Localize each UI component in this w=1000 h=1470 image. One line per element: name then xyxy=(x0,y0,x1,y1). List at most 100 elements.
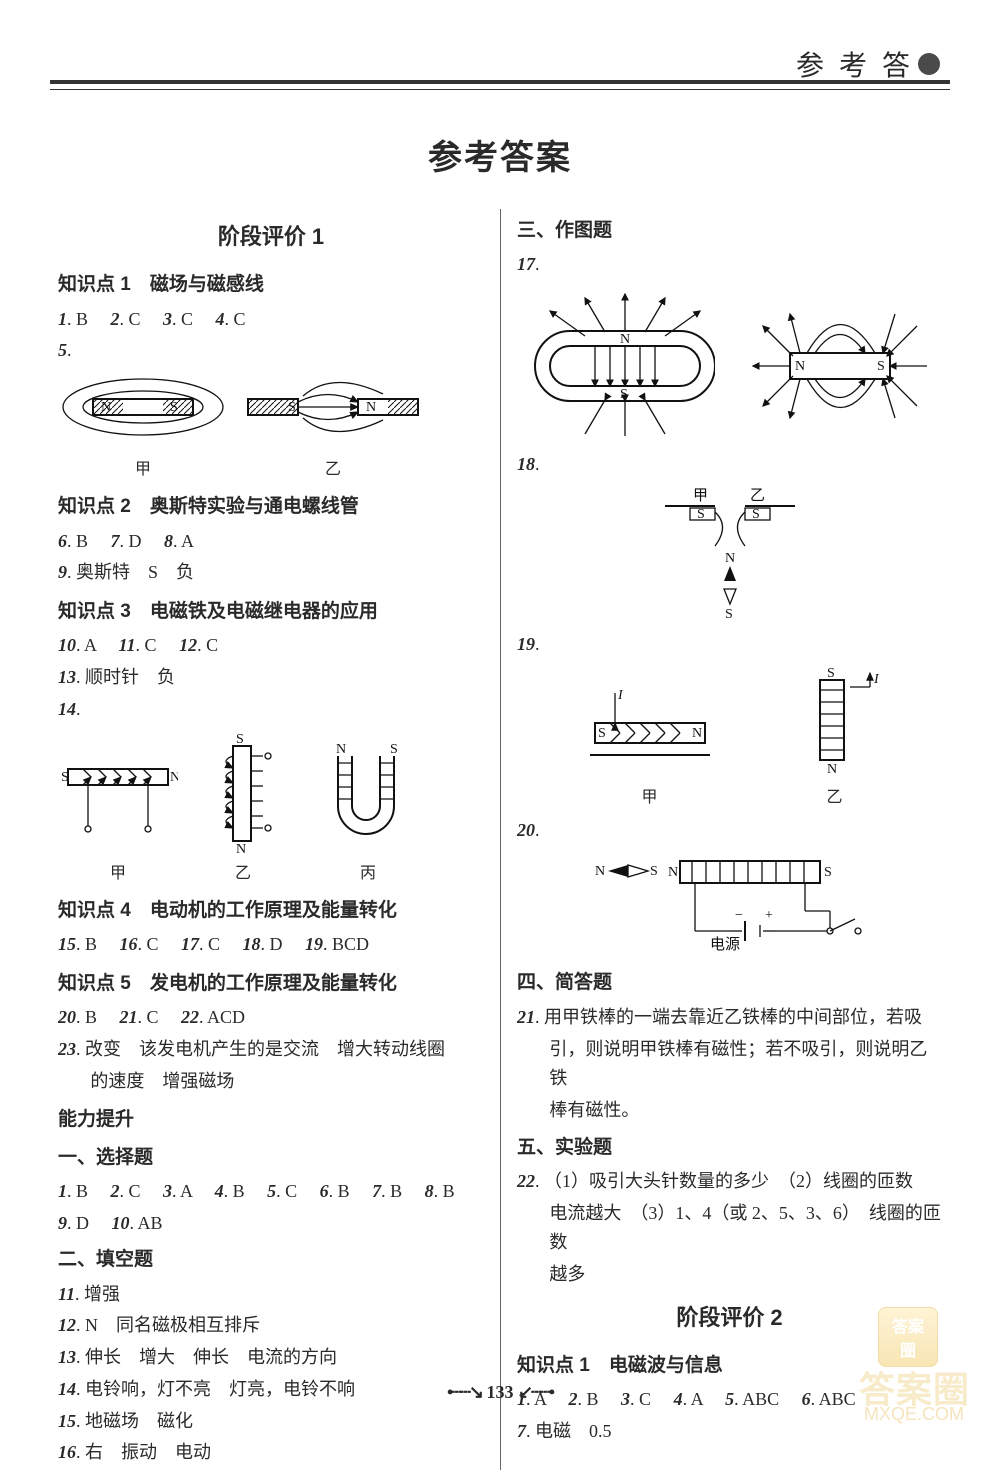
kp1-title: 知识点 1 磁场与磁感线 xyxy=(58,269,484,300)
top-rule xyxy=(50,80,950,84)
content-columns: 阶段评价 1 知识点 1 磁场与磁感线 1. B 2. C 3. C 4. C … xyxy=(50,209,950,1470)
svg-text:S: S xyxy=(752,507,760,522)
fig17-right: N S xyxy=(745,286,935,446)
svg-text:S: S xyxy=(598,726,606,741)
q9: 9. 奥斯特 S 负 xyxy=(58,558,484,588)
figure-14: S N xyxy=(58,731,484,887)
svg-text:乙: 乙 xyxy=(750,488,765,504)
fig18-svg: S S 甲 乙 N S xyxy=(635,486,825,626)
q21a: 21. 用甲铁棒的一端去靠近乙铁棒的中间部位，若吸 xyxy=(517,1003,942,1033)
kp3-title: 知识点 3 电磁铁及电磁继电器的应用 xyxy=(58,596,484,627)
fig14-c: N S 丙 xyxy=(308,741,428,887)
q21c: 棒有磁性。 xyxy=(517,1096,942,1126)
q19-num: 19. xyxy=(517,630,942,660)
svg-text:S: S xyxy=(697,507,705,522)
svg-text:S: S xyxy=(824,865,832,880)
svg-text:N: N xyxy=(101,400,111,415)
q14-num: 14. xyxy=(58,695,484,725)
kp5-title: 知识点 5 发电机的工作原理及能量转化 xyxy=(58,968,484,999)
sec3-title: 三、作图题 xyxy=(517,215,942,246)
svg-text:N: N xyxy=(170,770,178,785)
sec1-answers-2: 9. D 10. AB xyxy=(58,1209,484,1239)
svg-text:I: I xyxy=(873,672,880,687)
page-number: •┄┄↘ 133 ↙┄┄• xyxy=(0,1382,1000,1403)
svg-text:N: N xyxy=(692,726,702,741)
figure-17: N S xyxy=(517,286,942,446)
svg-text:N: N xyxy=(668,865,678,880)
svg-text:S: S xyxy=(877,359,885,374)
q12: 12. N 同名磁极相互排斥 xyxy=(58,1311,484,1341)
fig5-right: S N 乙 xyxy=(238,372,428,483)
sec2-title: 二、填空题 xyxy=(58,1244,484,1275)
watermark-logo-icon: 答案圈 xyxy=(878,1307,938,1367)
header-label: 参 考 答 xyxy=(796,44,940,84)
svg-text:N: N xyxy=(795,359,805,374)
svg-text:I: I xyxy=(617,688,624,703)
sec1-answers: 1. B 2. C 3. A 4. B 5. C 6. B 7. B 8. B xyxy=(58,1177,484,1207)
fig19-a: S N I 甲 xyxy=(570,685,730,811)
header-dot-icon xyxy=(918,53,940,75)
svg-text:甲: 甲 xyxy=(693,488,708,504)
svg-text:−: − xyxy=(735,908,743,923)
svg-text:S: S xyxy=(725,607,733,622)
figure-20: N S N S xyxy=(517,851,942,961)
svg-text:电源: 电源 xyxy=(710,936,740,953)
kp2-title: 知识点 2 奥斯特实验与通电螺线管 xyxy=(58,491,484,522)
q13b: 13. 伸长 增大 伸长 电流的方向 xyxy=(58,1343,484,1373)
q15: 15. 地磁场 磁化 xyxy=(58,1407,484,1437)
q23b: 的速度 增强磁场 xyxy=(58,1067,484,1097)
fig5-left: N S 甲 xyxy=(58,372,228,483)
fig17-left: N S xyxy=(525,286,715,446)
kp4-title: 知识点 4 电动机的工作原理及能量转化 xyxy=(58,895,484,926)
kp5-answers: 20. B 21. C 22. ACD xyxy=(58,1003,484,1033)
q16: 16. 右 振动 电动 xyxy=(58,1438,484,1468)
fig5-cap-l: 甲 xyxy=(58,457,228,483)
svg-text:N: N xyxy=(336,742,346,757)
fig20-svg: N S N S xyxy=(580,851,880,961)
svg-text:N: N xyxy=(827,762,837,777)
ability-title: 能力提升 xyxy=(58,1104,484,1135)
q23a: 23. 改变 该发电机产生的是交流 增大转动线圈 xyxy=(58,1035,484,1065)
fig19-b: S N I 乙 xyxy=(780,665,890,811)
q20-num: 20. xyxy=(517,816,942,846)
right-column: 三、作图题 17. N S xyxy=(500,209,950,1470)
page: 参 考 答 参考答案 阶段评价 1 知识点 1 磁场与磁感线 1. B 2. C… xyxy=(0,0,1000,1433)
figure-18: S S 甲 乙 N S xyxy=(517,486,942,626)
kp1-answers: 1. B 2. C 3. C 4. C xyxy=(58,305,484,335)
svg-text:S: S xyxy=(650,864,658,879)
q5-num: 5. xyxy=(58,336,484,366)
svg-text:S: S xyxy=(288,400,296,415)
q11: 11. 增强 xyxy=(58,1280,484,1310)
q13: 13. 顺时针 负 xyxy=(58,663,484,693)
svg-text:+: + xyxy=(765,908,773,923)
figure-19: S N I 甲 xyxy=(517,665,942,811)
kp2-answers: 6. B 7. D 8. A xyxy=(58,527,484,557)
q17-num: 17. xyxy=(517,250,942,280)
sec1-title: 一、选择题 xyxy=(58,1142,484,1173)
figure-5: N S 甲 S N xyxy=(58,372,484,483)
svg-text:N: N xyxy=(236,842,246,857)
svg-text:N: N xyxy=(595,864,605,879)
watermark-sub: MXQE.COM xyxy=(864,1404,964,1425)
fig14-a: S N xyxy=(58,751,178,887)
svg-text:S: S xyxy=(170,400,178,415)
fig14-b: S N xyxy=(188,731,298,887)
q18-num: 18. xyxy=(517,450,942,480)
sec4-title: 四、简答题 xyxy=(517,967,942,998)
page-title: 参考答案 xyxy=(50,130,950,179)
q22b: 电流越大 （3）1、4（或 2、5、3、6） 线圈的匝数 xyxy=(517,1199,942,1258)
svg-text:S: S xyxy=(61,770,69,785)
svg-text:S: S xyxy=(236,732,244,747)
left-column: 阶段评价 1 知识点 1 磁场与磁感线 1. B 2. C 3. C 4. C … xyxy=(50,209,500,1470)
fig5-left-svg: N S xyxy=(58,372,228,457)
stage1-title: 阶段评价 1 xyxy=(58,219,484,255)
sec5-title: 五、实验题 xyxy=(517,1132,942,1163)
q22a: 22. （1）吸引大头针数量的多少 （2）线圈的匝数 xyxy=(517,1167,942,1197)
kp4-answers: 15. B 16. C 17. C 18. D 19. BCD xyxy=(58,930,484,960)
q22c: 越多 xyxy=(517,1260,942,1290)
svg-text:S: S xyxy=(390,742,398,757)
header-text: 参 考 答 xyxy=(796,44,914,84)
svg-text:N: N xyxy=(620,332,630,347)
svg-text:N: N xyxy=(725,551,735,566)
kp3-answers: 10. A 11. C 12. C xyxy=(58,631,484,661)
